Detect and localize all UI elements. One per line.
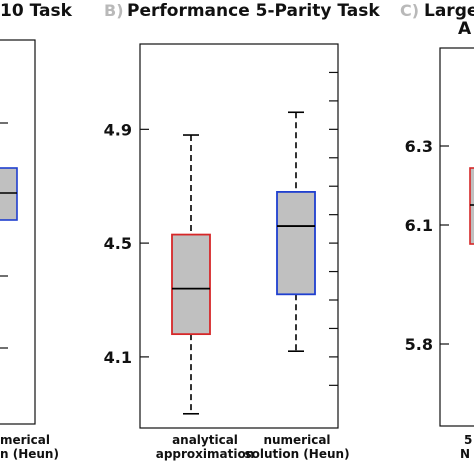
panel-c-title-line2: A <box>458 19 472 39</box>
panel-a-box <box>0 167 18 221</box>
panel-c-analytical-box <box>469 167 474 245</box>
panel-c-cat-label-line1: 5 <box>464 433 472 447</box>
panel-b-ytick-label: 4.1 <box>104 348 132 367</box>
panel-b-ticks: 4.1 4.5 4.9 <box>104 71 338 386</box>
panel-a-cat-label-line2: n (Heun) <box>0 447 59 461</box>
panel-b-ytick-label: 4.5 <box>104 234 132 253</box>
panel-a-title: 10 Task <box>0 1 73 21</box>
panel-c-ytick-label: 6.3 <box>405 137 433 156</box>
panel-b-letter: B) <box>104 1 124 20</box>
panel-c-letter: C) <box>400 1 419 20</box>
panel-b-boxes <box>171 111 316 415</box>
analytical-box <box>171 233 211 336</box>
panel-a-header: 10 Task <box>0 1 73 21</box>
cat-label-analytical-line1: analytical <box>172 433 238 447</box>
panel-b-frame <box>139 43 339 429</box>
panel-a-numerical-box <box>0 167 18 221</box>
panel-b-header: B) Performance 5-Parity Task <box>104 1 380 21</box>
panel-c-cat-label-line2: N <box>460 447 470 461</box>
panel-a-frame <box>0 39 36 425</box>
cat-label-numerical-line1: numerical <box>263 433 330 447</box>
panel-c-ytick-label: 6.1 <box>405 216 433 235</box>
panel-c-title: Large <box>424 1 474 21</box>
panel-b-ytick-label: 4.9 <box>104 120 132 139</box>
panel-b-title: Performance 5-Parity Task <box>127 1 380 21</box>
panel-c-ticks: 5.8 6.1 6.3 <box>405 137 449 354</box>
numerical-box <box>276 191 316 296</box>
panel-b-cat-labels: analytical approximation numerical solut… <box>156 433 350 461</box>
panel-c-header: C) Large A <box>400 1 474 39</box>
panel-c-box <box>469 167 474 245</box>
cat-label-analytical-line2: approximation <box>156 447 255 461</box>
panel-c-frame <box>439 47 474 427</box>
panel-c-ytick-label: 5.8 <box>405 335 433 354</box>
panel-a-ticks <box>0 122 8 349</box>
cat-label-numerical-line2: solution (Heun) <box>244 447 349 461</box>
panel-a-cat-label-line1: merical <box>0 433 50 447</box>
